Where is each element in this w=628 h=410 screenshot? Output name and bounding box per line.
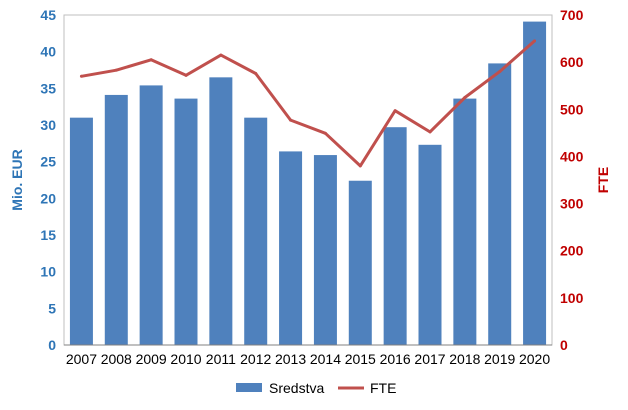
legend-label-sredstva: Sredstva — [269, 380, 324, 396]
bar-sredstva-2011 — [209, 77, 233, 345]
bar-sredstva-2010 — [174, 98, 198, 345]
bar-sredstva-2007 — [69, 117, 93, 346]
fte-point-2011 — [219, 53, 223, 57]
y-left-tick-label: 5 — [48, 300, 56, 316]
x-tick-label: 2013 — [275, 351, 306, 367]
y-left-tick-label: 25 — [40, 154, 56, 170]
fte-point-2010 — [184, 73, 188, 77]
bar-sredstva-2008 — [104, 94, 128, 345]
x-axis-ticks: 2007 2008 2009 2010 2011 2012 2013 2014 2015 2016… — [66, 351, 551, 367]
x-tick-label: 2007 — [66, 351, 97, 367]
y-axis-left-title: Mio. EUR — [9, 149, 25, 210]
line-series — [79, 39, 537, 168]
x-tick-label: 2020 — [519, 351, 550, 367]
fte-point-2009 — [149, 58, 153, 62]
fte-point-2018 — [463, 96, 467, 99]
fte-point-2012 — [254, 71, 258, 75]
bar-sredstva-2014 — [313, 155, 337, 345]
bar-sredstva-2013 — [279, 151, 303, 345]
fte-line — [81, 39, 536, 168]
bar-sredstva-2018 — [453, 98, 477, 345]
x-tick-label: 2010 — [170, 351, 201, 367]
bar-series — [69, 21, 547, 346]
y-left-tick-label: 15 — [40, 227, 56, 243]
fte-point-2013 — [289, 118, 293, 122]
x-tick-label: 2016 — [380, 351, 411, 367]
bar-sredstva-2009 — [139, 85, 163, 346]
y-right-tick-label: 300 — [560, 196, 584, 212]
y-right-tick-label: 400 — [560, 148, 584, 164]
x-tick-label: 2019 — [484, 351, 515, 367]
x-tick-label: 2018 — [449, 351, 480, 367]
x-tick-label: 2012 — [240, 351, 271, 367]
bar-sredstva-2020 — [523, 21, 547, 345]
y-left-tick-label: 0 — [48, 337, 56, 353]
legend-label-fte: FTE — [370, 380, 396, 396]
bar-sredstva-2012 — [244, 117, 268, 346]
y-right-tick-label: 700 — [560, 7, 584, 23]
fte-point-2019 — [498, 70, 502, 74]
fte-point-2020 — [533, 39, 537, 43]
left-axis-ticks: 0 5 10 15 20 25 30 35 40 45 — [40, 7, 56, 353]
fte-point-2017 — [428, 130, 432, 134]
y-left-tick-label: 30 — [40, 117, 56, 133]
bar-sredstva-2015 — [348, 180, 372, 345]
y-left-tick-label: 40 — [40, 44, 56, 60]
y-left-tick-label: 45 — [40, 7, 56, 23]
y-left-tick-label: 10 — [40, 264, 56, 280]
fte-point-2016 — [393, 109, 397, 113]
legend-swatch-sredstva — [236, 383, 262, 392]
x-tick-label: 2014 — [310, 351, 341, 367]
bar-sredstva-2016 — [383, 127, 407, 345]
bar-sredstva-2019 — [488, 63, 512, 346]
fte-point-2014 — [323, 131, 327, 135]
legend: Sredstva FTE — [236, 380, 396, 396]
y-right-tick-label: 0 — [560, 337, 568, 353]
fte-point-2008 — [114, 68, 118, 72]
bar-sredstva-2017 — [418, 144, 442, 345]
fte-point-2015 — [358, 164, 362, 168]
x-tick-label: 2015 — [345, 351, 376, 367]
x-tick-label: 2009 — [136, 351, 167, 367]
right-axis-ticks: 0 100 200 300 400 500 600 700 — [560, 7, 584, 353]
x-tick-label: 2011 — [206, 351, 236, 367]
fte-point-2007 — [79, 74, 83, 78]
y-left-tick-label: 20 — [40, 190, 56, 206]
y-right-tick-label: 500 — [560, 101, 584, 117]
y-left-tick-label: 35 — [40, 80, 56, 96]
x-tick-label: 2017 — [414, 351, 445, 367]
y-right-tick-label: 100 — [560, 290, 584, 306]
x-tick-label: 2008 — [101, 351, 132, 367]
y-right-tick-label: 200 — [560, 243, 584, 259]
y-axis-right-title: FTE — [595, 167, 611, 193]
y-right-tick-label: 600 — [560, 54, 584, 70]
